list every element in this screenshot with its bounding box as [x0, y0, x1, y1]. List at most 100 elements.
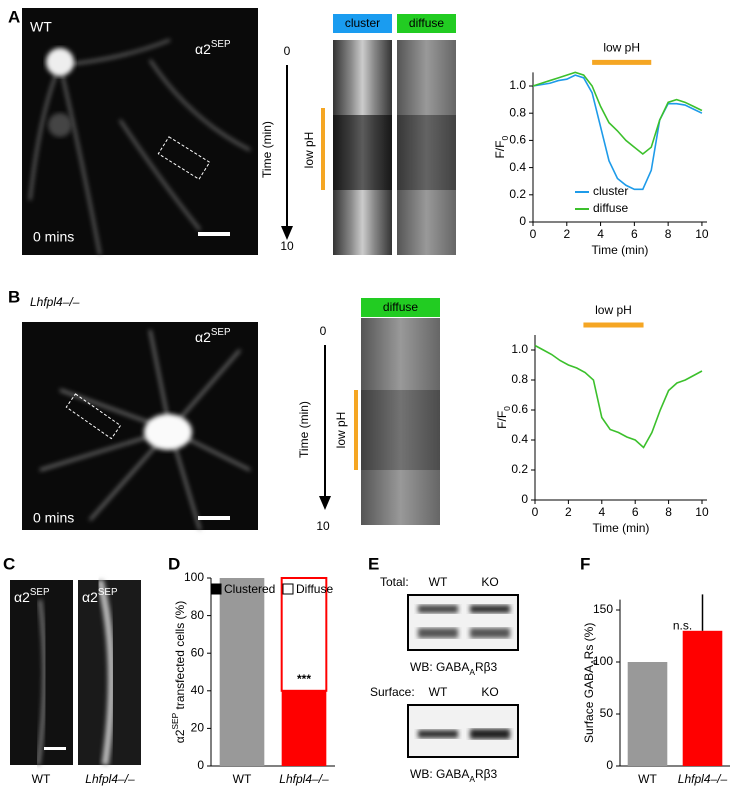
kymo-axis: Time (min) [260, 121, 274, 178]
marker-label: α2SEP [82, 587, 118, 605]
y-tick-label: 1.0 [511, 342, 528, 356]
lane-label: WT [429, 685, 448, 699]
x-axis-label: Time (min) [593, 521, 650, 535]
panel-letter: E [368, 554, 379, 573]
y-axis-label-part: F/F [495, 411, 509, 429]
blot-caption-part: A [469, 667, 475, 677]
y-axis-label-part: α2 [173, 729, 187, 743]
y-axis-label: Surface GABAARs (%) [582, 623, 599, 743]
line-series [532, 74, 703, 191]
blot-title: Surface: [370, 685, 415, 699]
blot-caption-part: Rβ3 [475, 767, 498, 781]
y-axis-label: α2SEP transfected cells (%) [170, 601, 187, 743]
y-axis-label-part: SEP [170, 712, 180, 729]
marker-label-part: SEP [98, 587, 118, 598]
kymo-label: diffuse [383, 300, 418, 314]
marker-label: α2SEP [195, 327, 231, 345]
y-axis-label-part: Surface GABA [582, 665, 596, 743]
timestamp: 0 mins [33, 510, 74, 526]
y-tick-label: 0.6 [511, 402, 528, 416]
image-a [22, 8, 258, 256]
annotation: n.s. [673, 619, 692, 633]
category-label: Lhfpl4–/– [85, 772, 135, 786]
legend-label: diffuse [593, 201, 628, 215]
blots [407, 594, 519, 758]
y-tick-label: 0.2 [511, 462, 528, 476]
timestamp: 0 mins [33, 229, 74, 245]
x-tick-label: 8 [665, 227, 672, 241]
x-tick-label: 0 [530, 227, 537, 241]
x-tick-label: 2 [563, 227, 570, 241]
x-tick-label: 8 [665, 505, 672, 519]
x-tick-label: Lhfpl4–/– [678, 772, 728, 786]
legend-swatch [210, 583, 222, 595]
kymographs [281, 40, 456, 525]
blot-caption-part: WB: GABA [410, 660, 469, 674]
y-axis-label: F/F0 [493, 136, 510, 159]
x-tick-label: 2 [565, 505, 572, 519]
y-tick-label: 0 [521, 492, 528, 506]
bar [627, 662, 668, 766]
marker-label: α2SEP [195, 39, 231, 57]
kymo-treatment: low pH [302, 132, 316, 169]
lane-label: KO [481, 575, 498, 589]
y-axis-label-part: transfected cells (%) [173, 601, 187, 713]
annotation: *** [297, 672, 311, 686]
y-axis-label-part: F/F [493, 141, 507, 159]
y-axis-label-part: 0 [500, 136, 510, 141]
bar-segment [281, 690, 327, 766]
y-tick-label: 0.8 [509, 105, 526, 119]
y-tick-label: 0.4 [511, 432, 528, 446]
panel-letter: C [3, 554, 15, 573]
blot-caption-part: Rβ3 [475, 660, 498, 674]
panel-letter: B [8, 287, 20, 306]
y-tick-label: 150 [593, 602, 613, 616]
kymo-end: 10 [280, 239, 294, 253]
y-axis-label-part: A [589, 659, 599, 665]
y-tick-label: 0.6 [509, 133, 526, 147]
x-tick-label: WT [638, 772, 657, 786]
x-tick-label: 4 [597, 227, 604, 241]
kymo-label-box [333, 14, 392, 33]
legend-label: Diffuse [296, 582, 333, 596]
y-tick-label: 60 [191, 645, 205, 659]
x-tick-label: Lhfpl4–/– [279, 772, 329, 786]
y-tick-label: 100 [184, 570, 204, 584]
y-tick-label: 1.0 [509, 78, 526, 92]
x-tick-label: 6 [631, 227, 638, 241]
image-b [22, 322, 258, 531]
kymo-label-box [397, 14, 456, 33]
blot-title: Total: [380, 575, 409, 589]
x-tick-label: WT [233, 772, 252, 786]
y-tick-label: 20 [191, 721, 205, 735]
lane-label: KO [481, 685, 498, 699]
y-tick-label: 40 [191, 683, 205, 697]
kymo-treatment: low pH [334, 412, 348, 449]
line-series [534, 344, 703, 449]
kymo-axis: Time (min) [297, 401, 311, 458]
y-tick-label: 0.4 [509, 160, 526, 174]
marker-label-part: SEP [30, 587, 50, 598]
kymo-label: diffuse [409, 16, 444, 30]
panel-letter: F [580, 554, 590, 573]
y-axis-label-part: 0 [502, 406, 512, 411]
x-tick-label: 10 [695, 227, 709, 241]
category-label: WT [32, 772, 51, 786]
y-tick-label: 0 [606, 758, 613, 772]
marker-label-part: SEP [211, 327, 231, 338]
genotype: Lhfpl4–/– [30, 295, 80, 309]
x-axis-label: Time (min) [592, 243, 649, 257]
y-tick-label: 0.8 [511, 372, 528, 386]
marker-label-part: α2 [82, 589, 98, 605]
marker-label-part: α2 [195, 41, 211, 57]
line-series [532, 71, 703, 156]
y-tick-label: 0 [197, 758, 204, 772]
bar-segment [280, 577, 328, 692]
blot-caption: WB: GABAARβ3 [410, 660, 498, 677]
y-axis-label: F/F0 [495, 406, 512, 429]
marker-label-part: SEP [211, 39, 231, 50]
y-tick-label: 0 [519, 214, 526, 228]
legend-swatch [282, 583, 294, 595]
legend-label: Clustered [224, 582, 275, 596]
